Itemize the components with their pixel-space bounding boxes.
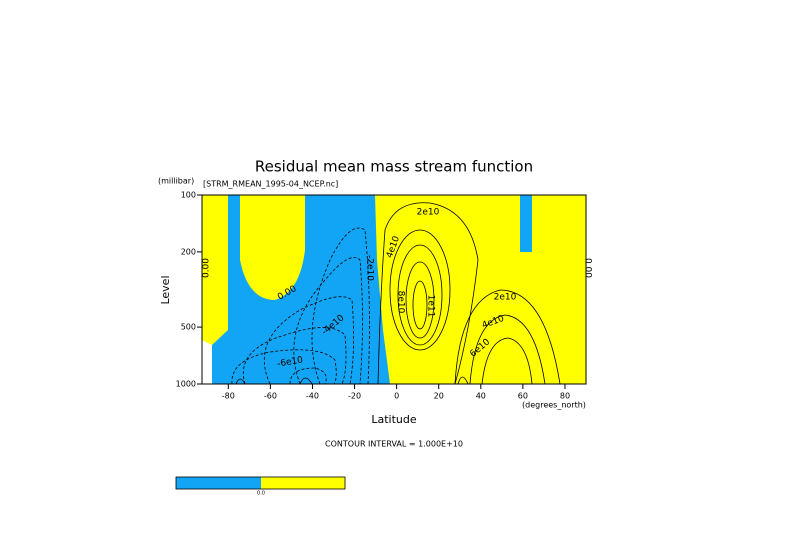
chart-title: Residual mean mass stream function bbox=[255, 158, 533, 176]
contour-label: 0.00 bbox=[202, 258, 212, 278]
footnote: CONTOUR INTERVAL = 1.000E+10 bbox=[325, 440, 463, 449]
contour-label: 8e10 bbox=[396, 291, 406, 314]
contour-field bbox=[202, 195, 586, 385]
y-tick-label: 500 bbox=[181, 323, 196, 332]
x-tick-label: 80 bbox=[560, 392, 570, 401]
contour-label: -6e10 bbox=[276, 355, 304, 369]
colorbar-negative bbox=[176, 477, 261, 489]
y-tick-label: 1000 bbox=[176, 380, 196, 389]
y-tick-label: 100 bbox=[181, 191, 196, 200]
contour-label: -2e10 bbox=[365, 255, 375, 281]
x-units: (degrees_north) bbox=[522, 401, 586, 410]
colorbar-frame bbox=[175, 476, 346, 490]
y-tick-label: 200 bbox=[181, 247, 196, 256]
x-axis-label: Latitude bbox=[371, 413, 417, 426]
x-tick-label: 40 bbox=[476, 392, 486, 401]
negative-region bbox=[520, 195, 532, 252]
contour-label: 1e11 bbox=[426, 295, 436, 318]
x-tick-label: -20 bbox=[348, 392, 361, 401]
plot-frame bbox=[201, 194, 587, 385]
x-tick-label: -40 bbox=[306, 392, 319, 401]
y-units: (millibar) bbox=[158, 177, 194, 186]
x-tick-label: -80 bbox=[222, 392, 235, 401]
x-tick-label: 60 bbox=[518, 392, 528, 401]
x-tick-label: -60 bbox=[264, 392, 277, 401]
contours bbox=[231, 202, 561, 385]
colorbar-positive bbox=[261, 477, 345, 489]
contour-label: 2e10 bbox=[494, 293, 517, 303]
x-tick-label: 0 bbox=[394, 392, 399, 401]
subtitle: [STRM_RMEAN_1995-04_NCEP.nc] bbox=[203, 180, 338, 189]
contour-label: 2e10 bbox=[417, 208, 440, 218]
contour-label: 0.00 bbox=[583, 258, 593, 278]
missing-region bbox=[202, 340, 212, 384]
colorbar-label: 0.0 bbox=[257, 491, 265, 497]
y-axis-label: Level bbox=[159, 275, 172, 304]
x-tick-label: 20 bbox=[434, 392, 444, 401]
